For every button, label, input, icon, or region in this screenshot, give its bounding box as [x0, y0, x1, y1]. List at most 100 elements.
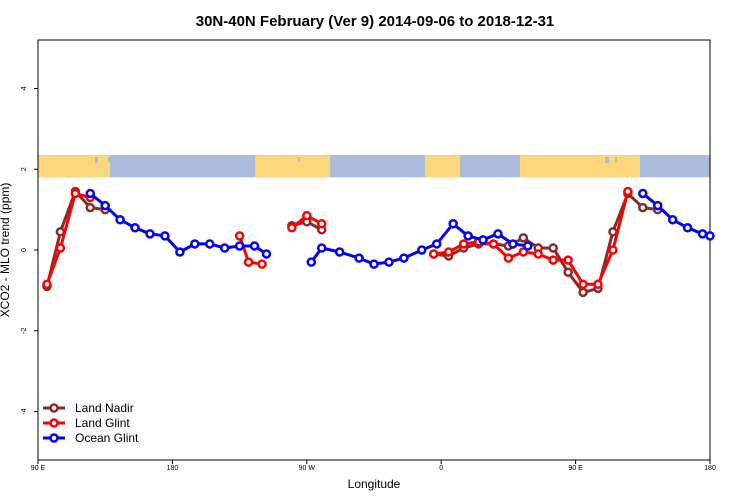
- data-point: [518, 247, 529, 257]
- data-point: [563, 255, 573, 265]
- data-point: [42, 279, 52, 290]
- data-point: [399, 253, 409, 263]
- data-point: [369, 259, 379, 269]
- data-point: [443, 247, 454, 257]
- data-point: [458, 239, 469, 249]
- x-tick-label: 90 W: [299, 465, 316, 472]
- data-point: [257, 259, 267, 269]
- x-tick-label: 180: [704, 465, 716, 472]
- y-tick-label: -4: [21, 408, 28, 414]
- data-point: [488, 239, 499, 249]
- data-point: [316, 243, 327, 253]
- y-tick-label: 4: [21, 86, 28, 90]
- data-point: [261, 249, 272, 259]
- legend-label: Land Nadir: [75, 401, 134, 415]
- data-point: [70, 188, 81, 199]
- legend-marker: [49, 403, 59, 413]
- data-point: [697, 229, 708, 239]
- series-line: [45, 189, 106, 287]
- x-axis: 90 E 180 90 W 0 90 E 180: [31, 460, 716, 472]
- data-point: [219, 243, 230, 253]
- series-line: [641, 192, 711, 238]
- map-lake: [480, 157, 482, 162]
- world-map-strip: [38, 155, 710, 178]
- map-land: [38, 155, 110, 178]
- map-lake: [470, 157, 473, 163]
- x-tick-label: 180: [167, 465, 179, 472]
- data-point: [354, 253, 364, 263]
- y-tick-label: 0: [21, 248, 28, 252]
- map-lake: [95, 157, 98, 164]
- series-land-nadir: [42, 186, 663, 298]
- data-point: [638, 202, 648, 213]
- map-land: [520, 155, 640, 178]
- data-point: [234, 231, 245, 241]
- data-point: [667, 214, 678, 225]
- data-point: [234, 241, 245, 251]
- data-point: [533, 249, 544, 259]
- map-lake: [615, 157, 617, 163]
- series-ocean-glint: [85, 188, 715, 269]
- data-point: [578, 279, 588, 290]
- data-point: [384, 257, 394, 267]
- series-land-glint: [42, 186, 633, 290]
- data-point: [608, 245, 618, 255]
- data-point: [478, 235, 488, 245]
- data-point: [428, 249, 439, 259]
- data-point: [578, 287, 588, 298]
- map-lake: [108, 157, 110, 163]
- data-point: [503, 253, 514, 263]
- map-lake: [298, 157, 300, 162]
- legend-label: Land Glint: [75, 416, 130, 430]
- data-point: [160, 231, 170, 241]
- data-point: [115, 214, 125, 225]
- data-point: [243, 257, 254, 267]
- map-land: [255, 155, 330, 178]
- data-point: [55, 243, 66, 253]
- data-point: [100, 200, 110, 211]
- data-point: [682, 223, 693, 233]
- data-point: [523, 241, 533, 251]
- y-axis: -4 -2 0 2 4: [21, 86, 38, 415]
- data-point: [302, 210, 312, 221]
- data-point: [593, 279, 603, 290]
- series-line: [433, 192, 658, 294]
- chart-title: 30N-40N February (Ver 9) 2014-09-06 to 2…: [196, 13, 555, 30]
- data-point: [85, 202, 96, 213]
- legend-marker: [49, 433, 59, 443]
- data-point: [638, 188, 648, 199]
- data-point: [417, 245, 427, 255]
- data-point: [548, 243, 558, 253]
- x-tick-label: 90 E: [31, 465, 46, 472]
- y-tick-label: -2: [21, 328, 28, 334]
- legend-label: Ocean Glint: [75, 431, 139, 445]
- data-point: [548, 255, 558, 265]
- data-point: [518, 233, 529, 243]
- series-line: [45, 192, 91, 285]
- data-point: [493, 229, 503, 239]
- x-tick-label: 0: [439, 465, 443, 472]
- data-point: [287, 223, 297, 233]
- x-axis-label: Longitude: [348, 477, 401, 491]
- data-point: [204, 239, 215, 249]
- series-line: [433, 191, 630, 286]
- data-point: [306, 257, 317, 267]
- data-point: [85, 188, 96, 199]
- data-point: [652, 200, 663, 211]
- data-point: [130, 223, 140, 233]
- data-point: [145, 229, 155, 239]
- x-tick-label: 90 E: [568, 465, 583, 472]
- y-axis-label: XCO2 - MLO trend (ppm): [0, 183, 12, 318]
- data-point: [316, 219, 327, 229]
- y-tick-label: 2: [21, 167, 28, 171]
- data-point: [334, 247, 345, 257]
- data-point: [463, 231, 473, 241]
- data-point: [249, 241, 260, 251]
- data-point: [563, 267, 573, 277]
- map-land: [425, 155, 460, 178]
- series-layer: [42, 186, 715, 298]
- data-point: [190, 239, 200, 249]
- data-point: [508, 239, 518, 249]
